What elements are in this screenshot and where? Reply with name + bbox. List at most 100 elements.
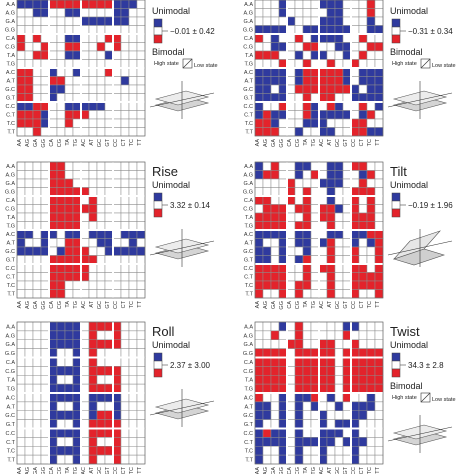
matrix-cell	[278, 454, 288, 465]
matrix-cell	[278, 93, 288, 103]
matrix-cell	[24, 454, 34, 465]
matrix-cell	[112, 419, 122, 429]
matrix-cell	[56, 8, 66, 18]
matrix-cell	[128, 212, 138, 222]
column-labels: AA AG GA GG CA CG TA TG AC AT GC GT CC CT TC TT	[17, 300, 143, 309]
column-label: TC	[129, 467, 135, 474]
matrix-cell	[254, 110, 264, 120]
matrix-cell	[342, 272, 352, 282]
matrix-cell	[270, 272, 280, 282]
matrix-cell	[72, 419, 82, 429]
row-label: A.T	[6, 241, 15, 247]
matrix-cell	[350, 187, 360, 197]
matrix-cell	[48, 339, 58, 349]
matrix-cell	[350, 280, 360, 290]
matrix-cell	[24, 321, 34, 332]
matrix-cell	[350, 401, 360, 411]
matrix-cell	[318, 255, 328, 265]
matrix-cell	[374, 118, 384, 128]
high-state-label: High state	[154, 61, 179, 67]
matrix-cell	[48, 348, 58, 358]
row-label: T.T	[7, 130, 15, 136]
matrix-cell	[112, 16, 122, 26]
matrix-cell	[350, 348, 360, 358]
matrix-cell	[80, 93, 90, 103]
matrix-cell	[334, 0, 344, 9]
matrix-cell	[374, 93, 384, 103]
column-label: TC	[129, 139, 135, 146]
matrix-cell	[48, 428, 58, 438]
matrix-cell	[56, 255, 66, 265]
matrix-cell	[294, 280, 304, 290]
matrix-cell	[56, 437, 66, 447]
matrix-cell	[254, 33, 264, 43]
column-label: TT	[375, 300, 381, 307]
column-label: TA	[65, 139, 71, 146]
column-label: AA	[17, 467, 23, 474]
matrix-cell	[56, 76, 66, 86]
row-labels: A.AA.GG.AG.GC.AC.GT.AT.GA.CA.TG.CG.TC.CC…	[243, 2, 254, 135]
matrix-cell	[286, 170, 296, 180]
row-label: C.G	[5, 369, 15, 375]
matrix-cell	[32, 212, 42, 222]
matrix-cell	[72, 238, 82, 248]
matrix-cell	[32, 401, 42, 411]
matrix-cell	[96, 110, 106, 120]
matrix-cell	[40, 161, 50, 171]
matrix-cell	[358, 0, 368, 9]
matrix-cell	[318, 410, 328, 420]
matrix-cell	[318, 366, 328, 376]
matrix-cell	[294, 246, 304, 256]
matrix-cell	[278, 428, 288, 438]
matrix-cell	[326, 33, 336, 43]
matrix-cell	[334, 357, 344, 367]
matrix-cell	[136, 161, 146, 171]
matrix-cell	[32, 263, 42, 273]
matrix-cell	[40, 280, 50, 290]
matrix-cell	[270, 110, 280, 120]
matrix-cell	[302, 446, 312, 456]
matrix-cell	[318, 229, 328, 239]
matrix-cell	[96, 8, 106, 18]
matrix-cell	[326, 187, 336, 197]
matrix-cell	[88, 0, 98, 9]
matrix-cell	[32, 67, 42, 77]
matrix-cell	[112, 263, 122, 273]
matrix-cell	[24, 255, 34, 265]
matrix-cell	[128, 229, 138, 239]
matrix-cell	[326, 161, 336, 171]
matrix-cell	[56, 383, 66, 394]
legend-white-swatch	[153, 200, 163, 210]
column-label: AG	[25, 301, 31, 309]
matrix-cell	[64, 366, 74, 376]
matrix-cell	[104, 255, 114, 265]
matrix-cell	[366, 50, 376, 60]
mode-label: Unimodal	[152, 340, 190, 350]
matrix-cell	[64, 25, 74, 35]
matrix-cell	[254, 178, 264, 188]
matrix-cell	[80, 454, 90, 465]
matrix-cell	[136, 383, 146, 394]
matrix-cell	[112, 348, 122, 358]
matrix-cell	[278, 272, 288, 282]
row-label: A.G	[6, 333, 15, 339]
matrix-cell	[294, 127, 304, 137]
matrix-cell	[128, 375, 138, 385]
matrix-cell	[128, 366, 138, 376]
matrix-cell	[120, 437, 130, 447]
matrix-cell	[72, 280, 82, 290]
matrix-cell	[262, 255, 272, 265]
matrix-cell	[24, 410, 34, 420]
matrix-cell	[96, 84, 106, 94]
matrix-cell	[32, 330, 42, 340]
matrix-cell	[32, 204, 42, 214]
matrix-cell	[96, 0, 106, 9]
matrix-cell	[326, 127, 336, 137]
matrix-cell	[318, 178, 328, 188]
matrix-cell	[254, 238, 264, 248]
matrix-cell	[334, 401, 344, 411]
matrix-cell	[254, 419, 264, 429]
block-separators	[255, 322, 383, 464]
matrix-cell	[56, 392, 66, 403]
matrix-cell	[80, 410, 90, 420]
